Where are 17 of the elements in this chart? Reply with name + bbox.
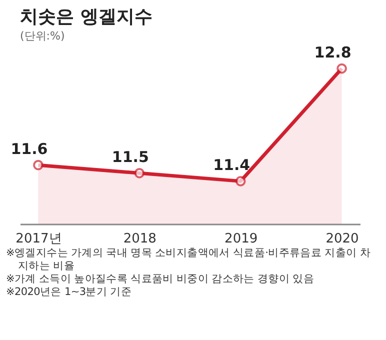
annotation: ※엥겔지수는 가계의 국내 명목 소비지출액에서 식료품·비주류음료 지출이 차지하는 비율 xyxy=(6,247,372,274)
chart-title: 치솟은 엥겔지수 xyxy=(20,6,152,28)
data-label: 11.6 xyxy=(10,140,48,158)
x-tick-label: 2018 xyxy=(123,232,156,246)
x-tick-label: 2020 xyxy=(326,232,359,246)
point xyxy=(235,176,246,186)
x-tick-label: 2019 xyxy=(224,232,258,246)
annotation: ※가계 소득이 높아질수록 식료품비 비중이 감소하는 경향이 있음 xyxy=(6,273,315,286)
x-tick-label: 2017년 xyxy=(16,232,62,246)
point xyxy=(33,160,44,170)
point xyxy=(134,168,145,178)
point xyxy=(336,63,347,74)
data-label: 11.5 xyxy=(112,148,149,166)
data-label: 11.4 xyxy=(213,156,250,174)
annotation: ※2020년은 1~3분기 기준 xyxy=(6,286,133,300)
chart-subtitle: (단위:%) xyxy=(20,30,65,43)
data-label: 12.8 xyxy=(314,44,352,62)
